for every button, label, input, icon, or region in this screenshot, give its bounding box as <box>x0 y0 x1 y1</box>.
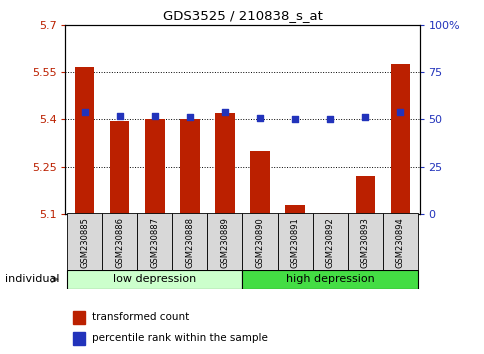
Bar <box>110 121 129 214</box>
Text: low depression: low depression <box>113 274 196 284</box>
Bar <box>277 213 312 271</box>
Bar <box>355 176 374 214</box>
Bar <box>67 213 102 271</box>
Text: GSM230889: GSM230889 <box>220 217 229 268</box>
Point <box>81 109 89 115</box>
Bar <box>67 270 242 289</box>
Point <box>256 115 263 120</box>
Text: individual: individual <box>5 274 59 284</box>
Text: GSM230885: GSM230885 <box>80 217 89 268</box>
Text: GSM230891: GSM230891 <box>290 217 299 268</box>
Bar <box>390 64 409 214</box>
Point <box>221 109 228 115</box>
Bar <box>180 119 199 214</box>
Bar <box>347 213 382 271</box>
Text: percentile rank within the sample: percentile rank within the sample <box>92 333 268 343</box>
Point <box>361 114 368 119</box>
Bar <box>382 213 417 271</box>
Text: transformed count: transformed count <box>92 312 189 322</box>
Text: GSM230890: GSM230890 <box>255 217 264 268</box>
Bar <box>75 67 94 214</box>
Bar <box>207 213 242 271</box>
Text: GSM230886: GSM230886 <box>115 217 124 268</box>
Bar <box>172 213 207 271</box>
Point <box>290 116 298 121</box>
Point <box>151 113 158 119</box>
Bar <box>102 213 137 271</box>
Bar <box>145 119 164 214</box>
Bar <box>312 213 347 271</box>
Bar <box>285 205 304 214</box>
Text: GDS3525 / 210838_s_at: GDS3525 / 210838_s_at <box>162 9 322 22</box>
Bar <box>242 270 417 289</box>
Text: GSM230894: GSM230894 <box>395 217 404 268</box>
Bar <box>242 213 277 271</box>
Bar <box>73 332 85 345</box>
Text: GSM230893: GSM230893 <box>360 217 369 268</box>
Bar <box>73 311 85 324</box>
Point <box>395 109 403 115</box>
Text: GSM230888: GSM230888 <box>185 217 194 268</box>
Bar <box>215 113 234 214</box>
Bar <box>250 151 269 214</box>
Text: GSM230892: GSM230892 <box>325 217 334 268</box>
Bar <box>320 213 339 214</box>
Point <box>116 113 123 119</box>
Text: high depression: high depression <box>285 274 374 284</box>
Bar <box>137 213 172 271</box>
Point <box>326 116 333 122</box>
Point <box>186 114 194 119</box>
Text: GSM230887: GSM230887 <box>150 217 159 268</box>
